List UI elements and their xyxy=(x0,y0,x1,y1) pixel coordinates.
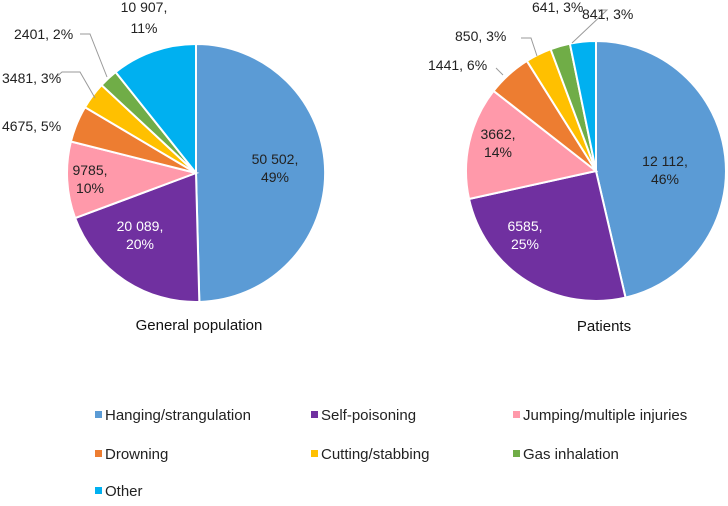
pie2-slice-self-poisoning xyxy=(467,169,627,302)
data-label-line: 3662, xyxy=(480,126,515,142)
legend-label-gas-inhalation: Gas inhalation xyxy=(523,446,619,463)
legend-label-self-poisoning: Self-poisoning xyxy=(321,407,416,424)
legend-label-drowning: Drowning xyxy=(105,446,168,463)
pie2-leader-line xyxy=(571,9,609,44)
legend-swatch-drowning xyxy=(95,450,102,457)
data-label-line: 10 907, xyxy=(121,0,168,15)
data-label-line: 46% xyxy=(651,171,679,187)
pie2-slice-jumping-multiple-injuries xyxy=(465,89,599,201)
legend-swatch-self-poisoning xyxy=(311,411,318,418)
data-label-line: 6585, xyxy=(507,218,542,234)
legend-label-other: Other xyxy=(105,483,143,500)
data-label-line: 841, 3% xyxy=(582,6,633,22)
pie1-data-label: 10 907, 11% xyxy=(121,0,168,36)
pie1-data-label: 50 502, 49% xyxy=(252,151,299,185)
pie1-slice-hanging-strangulation xyxy=(195,42,327,303)
pie2-data-label: 1441, 6% xyxy=(428,57,487,73)
legend-swatch-jumping-multiple-injuries xyxy=(513,411,520,418)
data-label-line: 20% xyxy=(126,236,154,252)
pie1-slice-jumping-multiple-injuries xyxy=(66,140,200,220)
data-label-line: 50 502, xyxy=(252,151,299,167)
pie2-title: Patients xyxy=(577,318,631,335)
pie1-leader-line xyxy=(80,33,108,78)
pie2-leader-line xyxy=(495,67,504,76)
legend-swatch-cutting-stabbing xyxy=(311,450,318,457)
pie2-slice-other xyxy=(568,39,597,172)
pie2-data-label: 3662, 14% xyxy=(480,126,515,160)
data-label-line: 25% xyxy=(511,236,539,252)
pie1-leader-line xyxy=(54,71,96,99)
data-label-line: 10% xyxy=(76,180,104,196)
data-label-line: 2401, 2% xyxy=(14,26,73,42)
legend-swatch-gas-inhalation xyxy=(513,450,520,457)
pie2-leader-line xyxy=(521,37,538,57)
legend-swatch-other xyxy=(95,487,102,494)
data-label-line: 4675, 5% xyxy=(2,118,61,134)
legend-label-cutting-stabbing: Cutting/stabbing xyxy=(321,446,429,463)
data-label-line: 49% xyxy=(261,169,289,185)
data-label-line: 12 112, xyxy=(642,153,688,169)
pie2-data-label: 12 112, 46% xyxy=(642,153,688,187)
data-label-line: 850, 3% xyxy=(455,28,506,44)
data-label-line: 14% xyxy=(484,144,512,160)
data-label-line: 641, 3% xyxy=(532,0,583,15)
pie2-slice-hanging-strangulation xyxy=(595,39,727,299)
data-label-line: 3481, 3% xyxy=(2,70,61,86)
pie2-data-label: 850, 3% xyxy=(455,28,506,44)
legend-swatch-hanging-strangulation xyxy=(95,411,102,418)
legend-label-jumping-multiple-injuries: Jumping/multiple injuries xyxy=(523,407,687,424)
pie1-data-label: 4675, 5% xyxy=(2,118,61,134)
pie1-data-label: 9785, 10% xyxy=(72,162,107,196)
data-label-line: 11% xyxy=(131,20,158,36)
pie1-data-label: 20 089, 20% xyxy=(117,218,164,252)
data-label-line: 9785, xyxy=(72,162,107,178)
pie2-data-label: 641, 3% xyxy=(532,0,583,15)
pie2-data-label: 6585, 25% xyxy=(507,218,542,252)
pie1-data-label: 2401, 2% xyxy=(14,26,73,42)
data-label-line: 1441, 6% xyxy=(428,57,487,73)
pie2-data-label: 841, 3% xyxy=(582,6,633,22)
legend-label-hanging-strangulation: Hanging/strangulation xyxy=(105,407,251,424)
data-label-line: 20 089, xyxy=(117,218,164,234)
pie1-slice-other xyxy=(114,42,197,176)
pie1-data-label: 3481, 3% xyxy=(2,70,61,86)
pie1-title: General population xyxy=(136,317,263,334)
pie1-slice-self-poisoning xyxy=(73,171,201,303)
